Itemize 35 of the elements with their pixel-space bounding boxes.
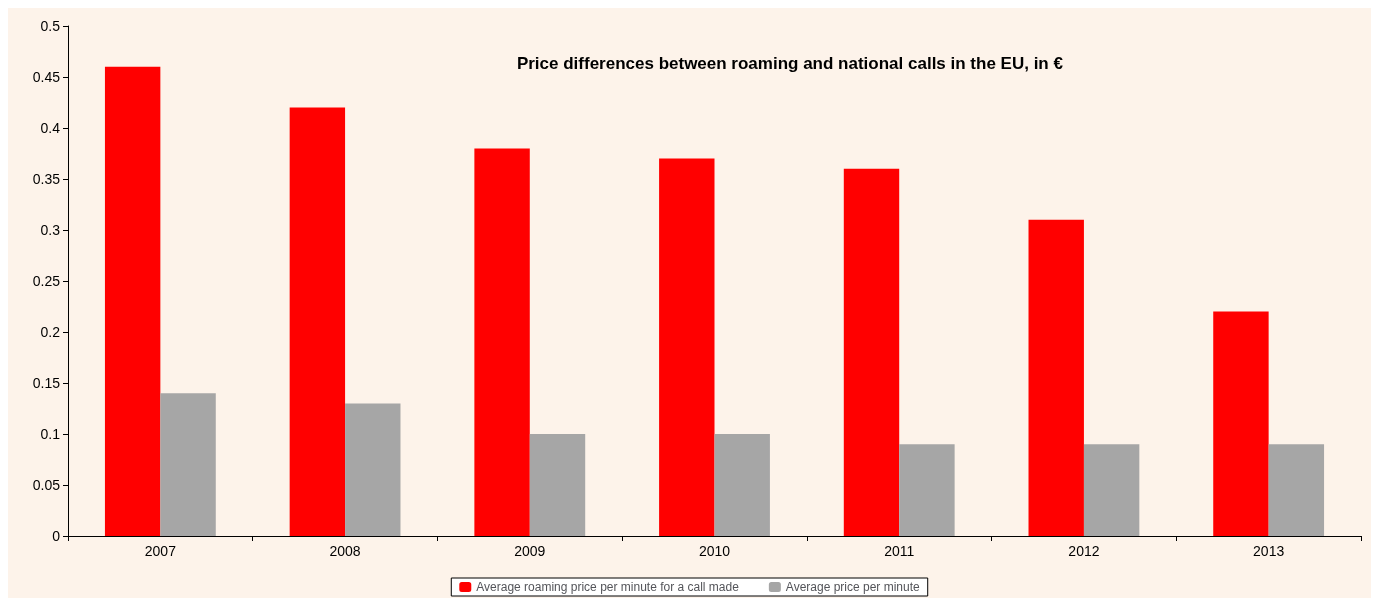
- x-tick-label: 2011: [884, 543, 915, 559]
- bar: [1028, 219, 1084, 536]
- x-tick-label: 2009: [514, 543, 546, 559]
- bar: [160, 393, 216, 536]
- bar: [529, 434, 586, 536]
- bar: [843, 168, 900, 536]
- bar: [1213, 311, 1269, 536]
- x-tick-label: 2007: [144, 543, 177, 559]
- bar: [104, 66, 161, 536]
- y-tick-label: 0.2: [40, 324, 61, 340]
- bar: [1083, 444, 1140, 536]
- y-tick-label: 0.05: [32, 477, 61, 493]
- y-tick-label: 0.4: [40, 120, 61, 136]
- y-tick-label: 0.25: [32, 273, 61, 289]
- text: Price differences between roaming and national calls in the EU, in €: [516, 54, 1064, 73]
- bar: [1268, 444, 1325, 536]
- y-tick-label: 0: [52, 528, 61, 544]
- legend-label: Average price per minute: [785, 580, 921, 594]
- bar: [474, 148, 530, 536]
- bar: [714, 434, 770, 536]
- x-tick-label: 2013: [1253, 543, 1285, 559]
- y-tick-label: 0.3: [40, 222, 61, 238]
- y-tick-label: 0.15: [32, 375, 61, 391]
- y-tick-label: 0.5: [40, 18, 61, 34]
- bar: [289, 107, 346, 536]
- legend-label: Average roaming price per minute for a call made: [476, 580, 740, 594]
- y-tick-label: 0.45: [32, 69, 61, 85]
- bar: [659, 158, 715, 536]
- x-tick-label: 2012: [1068, 543, 1100, 559]
- y-tick-label: 0.35: [32, 171, 61, 187]
- y-tick-label: 0.1: [40, 426, 61, 442]
- x-tick-label: 2008: [329, 543, 361, 559]
- bar: [345, 403, 401, 536]
- x-tick-label: 2010: [698, 543, 731, 559]
- bar: [899, 444, 955, 536]
